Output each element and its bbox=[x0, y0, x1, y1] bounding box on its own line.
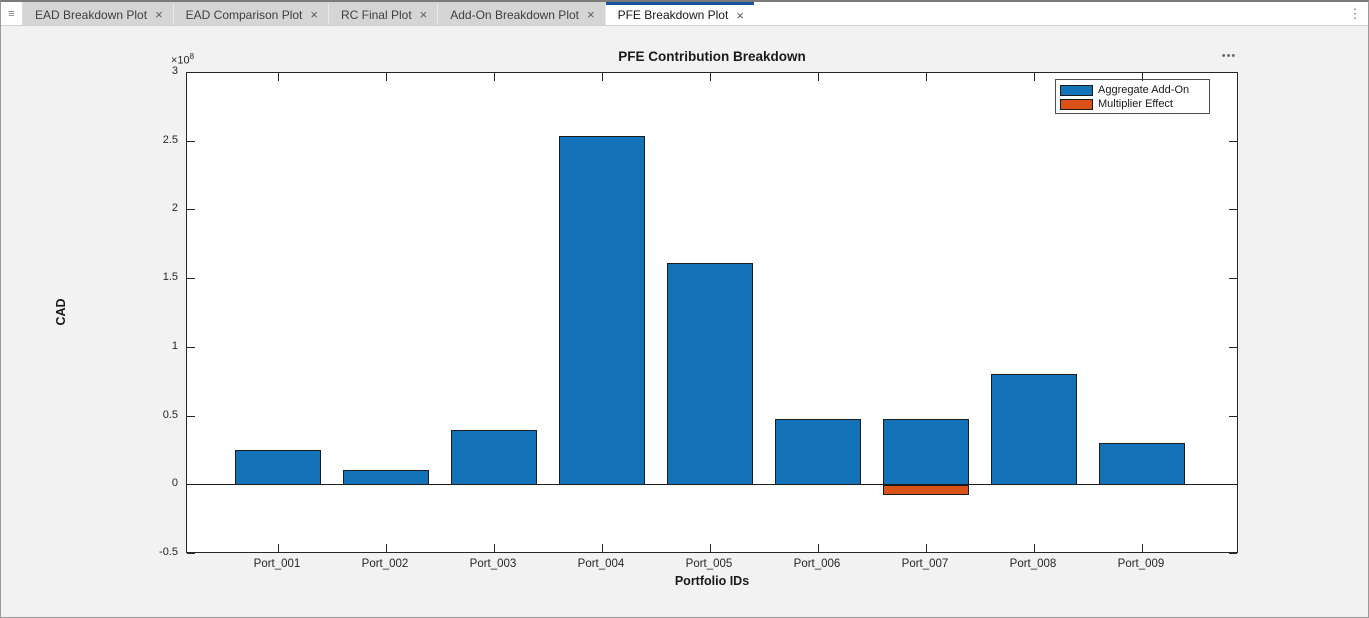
y-tick bbox=[187, 278, 195, 280]
overflow-menu-icon[interactable]: ⋮ bbox=[1342, 2, 1368, 25]
x-tick-label: Port_005 bbox=[685, 558, 733, 570]
x-tick-label: Port_002 bbox=[361, 558, 409, 570]
tab-add-on-breakdown-plot[interactable]: Add-On Breakdown Plot × bbox=[438, 2, 606, 25]
y-tick-label: 0 bbox=[171, 477, 178, 490]
tab-label: PFE Breakdown Plot bbox=[617, 8, 729, 22]
y-axis-exponent: ×108 bbox=[171, 52, 194, 67]
figure-canvas: PFE Contribution Breakdown ••• ×108 CAD … bbox=[1, 28, 1368, 617]
y-tick bbox=[187, 553, 195, 554]
y-tick-label: 3 bbox=[171, 65, 178, 77]
bar-port_004[interactable] bbox=[559, 136, 645, 486]
tab-label: EAD Comparison Plot bbox=[185, 7, 303, 22]
y-axis-label: CAD bbox=[54, 298, 68, 326]
x-tick-label: Port_008 bbox=[1009, 558, 1057, 570]
exponent-power: 8 bbox=[189, 52, 195, 61]
y-tick-label: 2 bbox=[171, 202, 178, 215]
y-tick-mirror bbox=[1229, 553, 1237, 554]
x-tick bbox=[926, 544, 927, 552]
tabs-container: EAD Breakdown Plot × EAD Comparison Plot × R… bbox=[23, 2, 754, 25]
bar-port_007[interactable] bbox=[883, 419, 969, 486]
x-tick-mirror bbox=[1142, 73, 1143, 81]
x-tick-mirror bbox=[278, 73, 279, 81]
axes-toolbar-more-icon[interactable]: ••• bbox=[1221, 50, 1237, 62]
bar-port_009[interactable] bbox=[1099, 442, 1185, 486]
tab-bar: ≡ EAD Breakdown Plot × EAD Comparison Plot… bbox=[1, 2, 1368, 26]
tab-pfe-breakdown-plot[interactable]: PFE Breakdown Plot × bbox=[605, 2, 754, 25]
legend-entry-label: Multiplier Effect bbox=[1098, 98, 1173, 110]
legend-swatch-icon bbox=[1060, 98, 1093, 110]
y-tick-label: 2.5 bbox=[162, 133, 178, 146]
x-tick bbox=[1142, 544, 1143, 552]
x-tick-label: Port_001 bbox=[253, 558, 301, 570]
x-tick bbox=[710, 544, 711, 552]
legend-entry: Multiplier Effect bbox=[1060, 97, 1205, 111]
plot-area: Aggregate Add-On Multiplier Effect bbox=[186, 72, 1238, 554]
bar-port_006[interactable] bbox=[775, 419, 861, 486]
y-tick-mirror bbox=[1229, 140, 1237, 142]
bar-port_005[interactable] bbox=[667, 262, 753, 486]
y-tick-mirror bbox=[1229, 278, 1237, 280]
tab-close-icon[interactable]: × bbox=[587, 7, 595, 22]
y-tick bbox=[187, 346, 195, 348]
exponent-base: ×10 bbox=[171, 54, 190, 67]
x-tick-mirror bbox=[926, 73, 927, 81]
x-tick bbox=[494, 544, 495, 552]
tab-ead-comparison-plot[interactable]: EAD Comparison Plot × bbox=[173, 2, 329, 25]
x-tick bbox=[818, 544, 819, 552]
y-tick-mirror bbox=[1229, 209, 1237, 211]
y-tick bbox=[187, 415, 195, 417]
bar-port_002[interactable] bbox=[343, 470, 429, 486]
x-axis-label: Portfolio IDs bbox=[674, 574, 750, 588]
x-tick-label: Port_006 bbox=[793, 558, 841, 570]
x-tick-mirror bbox=[386, 73, 387, 81]
tab-close-icon[interactable]: × bbox=[419, 7, 428, 22]
y-tick bbox=[187, 140, 195, 142]
x-tick bbox=[386, 544, 387, 552]
bar-port_001[interactable] bbox=[235, 449, 321, 486]
legend-swatch-icon bbox=[1060, 84, 1093, 96]
x-tick-label: Port_009 bbox=[1117, 558, 1165, 570]
y-tick-label: 1 bbox=[171, 339, 178, 352]
grip-icon[interactable]: ≡ bbox=[1, 2, 23, 25]
zero-baseline bbox=[187, 484, 1237, 486]
y-tick-mirror bbox=[1229, 415, 1237, 417]
tab-close-icon[interactable]: × bbox=[736, 7, 744, 23]
y-tick bbox=[187, 72, 195, 73]
y-tick-mirror bbox=[1229, 72, 1237, 73]
x-tick-mirror bbox=[818, 73, 819, 81]
legend-entry: Aggregate Add-On bbox=[1060, 83, 1205, 97]
x-tick-label: Port_004 bbox=[577, 558, 625, 570]
legend-entry-label: Aggregate Add-On bbox=[1098, 84, 1190, 96]
y-tick-label: 0.5 bbox=[162, 408, 178, 421]
x-tick-mirror bbox=[1034, 73, 1035, 81]
y-tick-mirror bbox=[1229, 346, 1237, 348]
bar-port_003[interactable] bbox=[451, 430, 537, 486]
bar-port_007[interactable] bbox=[883, 485, 969, 495]
chart-title: PFE Contribution Breakdown bbox=[618, 49, 806, 64]
tab-label: Add-On Breakdown Plot bbox=[450, 7, 579, 22]
x-tick-mirror bbox=[602, 73, 603, 81]
tab-close-icon[interactable]: × bbox=[310, 7, 318, 22]
tab-label: RC Final Plot bbox=[340, 7, 412, 22]
legend[interactable]: Aggregate Add-On Multiplier Effect bbox=[1055, 79, 1210, 114]
bar-port_008[interactable] bbox=[991, 373, 1077, 486]
x-tick-mirror bbox=[494, 73, 495, 81]
x-tick bbox=[278, 544, 279, 552]
y-tick bbox=[187, 209, 195, 211]
y-tick-label: 1.5 bbox=[162, 271, 178, 284]
tab-ead-breakdown-plot[interactable]: EAD Breakdown Plot × bbox=[23, 2, 174, 25]
x-tick-mirror bbox=[710, 73, 711, 81]
x-tick-label: Port_003 bbox=[469, 558, 517, 570]
y-tick-label: -0.5 bbox=[159, 546, 178, 558]
tab-rc-final-plot[interactable]: RC Final Plot × bbox=[328, 2, 439, 25]
tab-label: EAD Breakdown Plot bbox=[35, 7, 148, 22]
x-tick bbox=[602, 544, 603, 552]
tab-close-icon[interactable]: × bbox=[155, 7, 163, 22]
x-tick bbox=[1034, 544, 1035, 552]
x-tick-label: Port_007 bbox=[901, 558, 949, 570]
